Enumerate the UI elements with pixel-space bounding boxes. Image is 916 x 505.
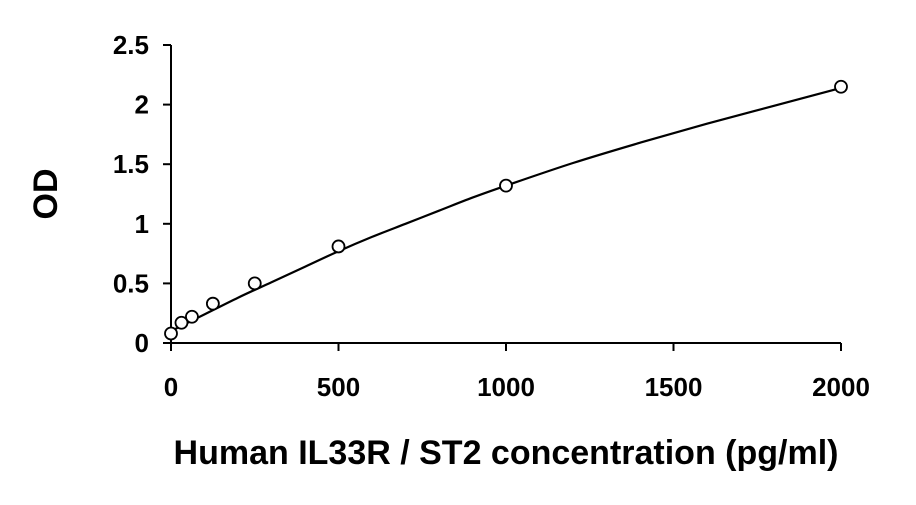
data-point [185, 309, 199, 324]
y-tick-label: 0.5 [113, 268, 149, 298]
y-tick-label: 2.5 [113, 30, 149, 60]
data-point [174, 315, 189, 330]
y-tick-label: 2 [135, 90, 149, 120]
data-point [499, 178, 513, 193]
x-tick-label: 1000 [477, 372, 535, 402]
x-tick-label: 1500 [645, 372, 703, 402]
fit-curve [170, 86, 842, 333]
data-point [205, 296, 220, 311]
x-tick-label: 0 [164, 372, 178, 402]
x-tick-label: 2000 [812, 372, 870, 402]
ticks: 0 0.5 1 1.5 2 2.5 0 500 1000 1500 2000 [113, 30, 870, 402]
y-tick-label: 0 [135, 328, 149, 358]
fit-curve-group [170, 86, 842, 333]
data-point [247, 276, 262, 291]
data-point [331, 239, 346, 254]
x-tick-label: 500 [317, 372, 360, 402]
data-point [164, 326, 178, 341]
axes [170, 45, 841, 344]
y-tick-label: 1 [135, 209, 149, 239]
y-tick-label: 1.5 [113, 149, 149, 179]
data-points [164, 79, 848, 341]
data-point [834, 79, 848, 94]
y-axis-title: OD [27, 169, 65, 220]
x-axis-title: Human IL33R / ST2 concentration (pg/ml) [174, 434, 839, 472]
